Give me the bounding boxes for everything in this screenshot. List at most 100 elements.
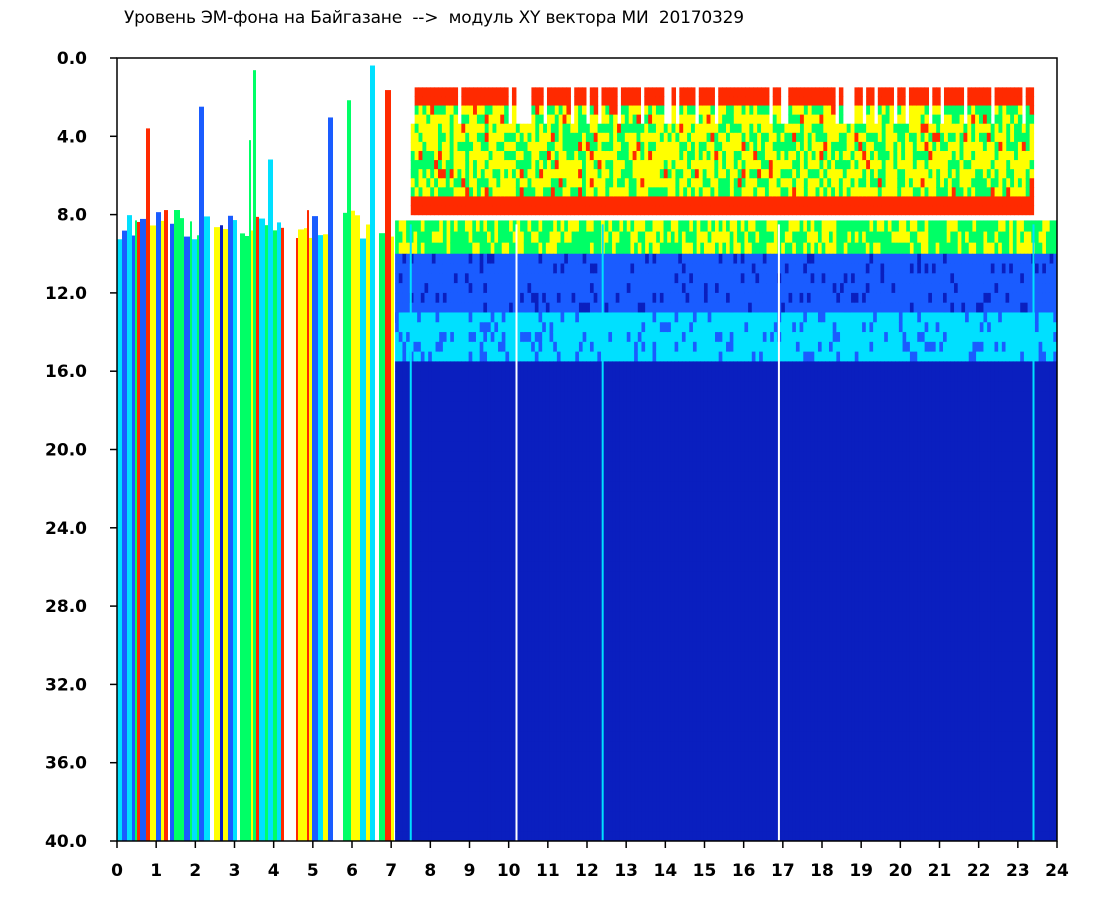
heat-cell [509, 561, 514, 572]
heat-cell [553, 681, 558, 692]
heat-cell [394, 213, 396, 841]
heat-cell [946, 273, 951, 284]
heat-cell [998, 351, 1003, 363]
heat-cell [531, 781, 536, 792]
heat-cell [420, 781, 426, 792]
heat-cell [431, 253, 437, 265]
heat-cell [483, 441, 488, 452]
heat-cell [494, 421, 499, 432]
heat-cell [608, 302, 613, 314]
heat-cell [398, 571, 404, 582]
heat-cell [612, 351, 617, 363]
heat-cell [549, 401, 554, 412]
heat-cell [538, 451, 543, 462]
heat-cell [122, 230, 127, 841]
heat-cell [920, 273, 926, 284]
heat-cell [880, 322, 885, 333]
heat-cell [487, 302, 492, 314]
heat-cell [560, 681, 565, 692]
heat-cell [1053, 302, 1057, 314]
heat-cell [475, 341, 481, 353]
heat-cell [468, 283, 473, 294]
heat-cell [442, 581, 448, 592]
heat-cell [553, 631, 558, 642]
heat-cell [483, 631, 488, 642]
heat-cell [479, 631, 484, 642]
heat-cell [814, 351, 819, 363]
heat-cell [788, 351, 793, 363]
heat-cell [924, 220, 929, 233]
heat-cell [527, 481, 532, 492]
heat-cell [578, 322, 584, 333]
heat-cell [560, 801, 565, 812]
heat-cell [534, 761, 540, 772]
heat-cell [733, 263, 738, 274]
heat-cell [516, 561, 521, 572]
heat-cell [729, 341, 734, 353]
heat-cell [439, 431, 444, 442]
heat-cell [531, 441, 536, 452]
heat-cell [494, 361, 499, 373]
heat-cell [817, 220, 823, 233]
heat-cell [825, 231, 830, 244]
heat-cell [549, 831, 554, 841]
heat-cell [759, 332, 764, 343]
heat-cell [821, 312, 826, 323]
heat-cell [516, 242, 521, 255]
heat-cell [722, 332, 727, 343]
heat-cell [509, 631, 514, 642]
heat-cell [865, 351, 871, 363]
heat-cell [520, 721, 525, 732]
heat-cell [656, 273, 661, 284]
heat-cell [439, 521, 444, 532]
heat-cell [453, 791, 459, 802]
heat-cell [398, 701, 404, 712]
heat-cell [979, 273, 985, 284]
heat-cell [586, 220, 591, 233]
heat-cell [858, 220, 863, 233]
heat-cell [409, 671, 415, 682]
heat-cell [954, 263, 959, 274]
heat-cell [391, 236, 394, 841]
heat-cell [431, 621, 437, 632]
heat-cell [509, 681, 514, 692]
heat-cell [667, 231, 672, 244]
heat-cell [468, 671, 473, 682]
heat-cell [553, 312, 558, 323]
heat-cell [501, 571, 507, 582]
heat-cell [623, 263, 628, 274]
heat-cell [836, 292, 841, 304]
heat-cell [457, 721, 462, 732]
heat-cell [553, 601, 558, 612]
heat-cell [674, 263, 679, 274]
heat-cell [428, 621, 433, 632]
heat-cell [413, 611, 418, 622]
heat-cell [751, 292, 757, 304]
heat-cell [656, 283, 661, 294]
heat-cell [847, 351, 852, 363]
heat-cell [450, 253, 455, 265]
heat-cell [946, 302, 951, 314]
heat-cell [744, 253, 749, 265]
heat-cell [375, 212, 379, 841]
heat-cell [520, 691, 525, 702]
heat-cell [924, 341, 929, 353]
heat-cell [498, 571, 503, 582]
heat-cell [446, 302, 451, 314]
heat-cell [406, 501, 411, 512]
heat-cell [398, 332, 404, 343]
heat-cell [924, 231, 929, 244]
heat-cell [924, 322, 929, 333]
heat-cell [718, 283, 723, 294]
heat-cell [483, 601, 488, 612]
heat-cell [810, 312, 815, 323]
heat-cell [553, 302, 558, 314]
heat-cell [549, 441, 554, 452]
heat-cell [520, 411, 525, 422]
heat-cell [446, 781, 451, 792]
heat-cell [1053, 253, 1057, 265]
heat-cell [501, 771, 507, 782]
heat-cell [468, 741, 473, 752]
heat-cell [678, 273, 683, 284]
heat-cell [453, 501, 459, 512]
